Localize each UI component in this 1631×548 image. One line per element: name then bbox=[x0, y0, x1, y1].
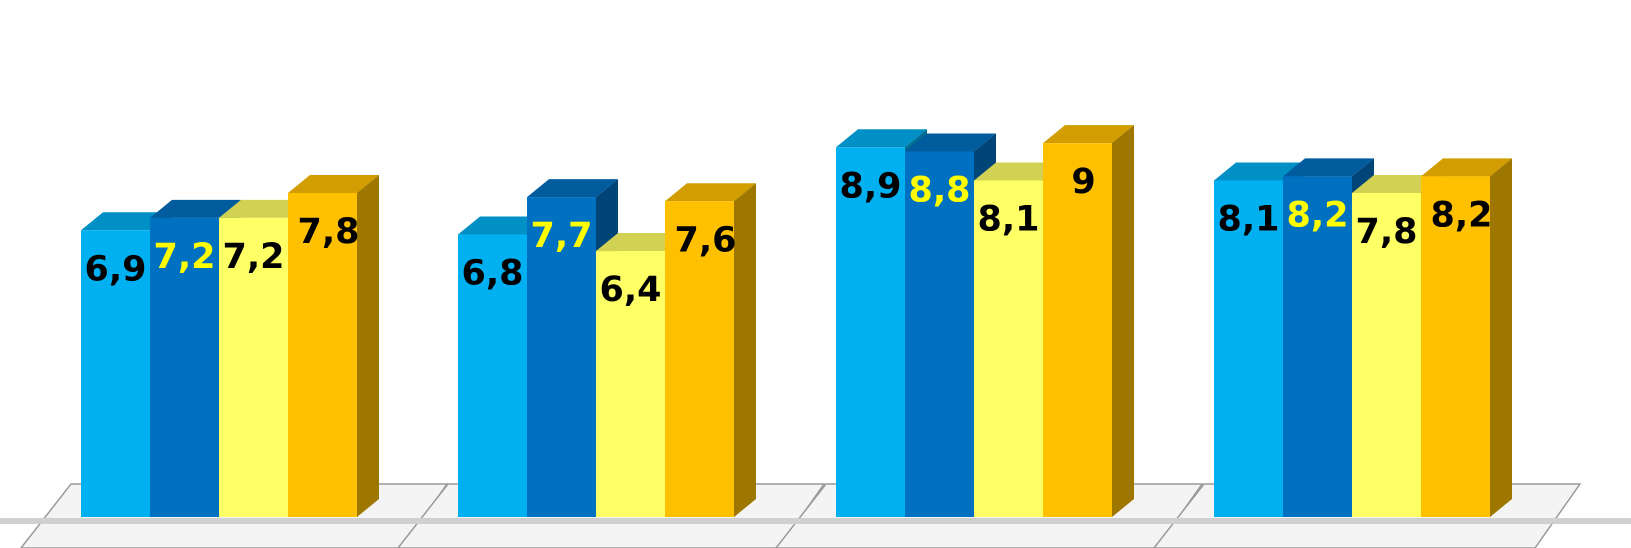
bar-top-2-2 bbox=[527, 179, 618, 198]
data-label-4-2: 8,2 bbox=[1286, 195, 1348, 235]
bar-top-3-1 bbox=[836, 129, 927, 148]
bar-side-1-4 bbox=[357, 174, 379, 517]
data-label-1-4: 7,8 bbox=[297, 212, 359, 252]
bar-2-2 bbox=[527, 197, 596, 517]
bar-top-2-4 bbox=[665, 183, 756, 202]
bar-1-3 bbox=[219, 217, 288, 517]
bar-top-3-2 bbox=[905, 133, 996, 152]
data-label-2-4: 7,6 bbox=[674, 220, 736, 260]
data-label-4-3: 7,8 bbox=[1355, 212, 1417, 252]
bar-top-4-2 bbox=[1283, 158, 1374, 177]
data-label-1-2: 7,2 bbox=[153, 237, 215, 277]
bar-4-1 bbox=[1214, 180, 1283, 517]
bar-4-2 bbox=[1283, 176, 1352, 517]
bar-3-3 bbox=[974, 180, 1043, 517]
bar-3-2 bbox=[905, 151, 974, 517]
bar-1-2 bbox=[150, 217, 219, 517]
bar-group-1-series-4 bbox=[288, 174, 379, 517]
data-label-4-1: 8,1 bbox=[1217, 200, 1279, 240]
bar-group-4-series-4 bbox=[1421, 158, 1512, 517]
bar-side-4-4 bbox=[1490, 158, 1512, 517]
bars-layer bbox=[81, 125, 1512, 518]
data-label-2-1: 6,8 bbox=[461, 253, 523, 293]
bar-4-4 bbox=[1421, 176, 1490, 517]
bar-top-1-1 bbox=[81, 212, 172, 231]
bar-2-4 bbox=[665, 201, 734, 517]
data-label-3-3: 8,1 bbox=[977, 200, 1039, 240]
bar-top-2-1 bbox=[458, 216, 549, 235]
data-label-4-4: 8,2 bbox=[1430, 195, 1492, 235]
bar-side-3-4 bbox=[1112, 125, 1134, 518]
bar-top-1-3 bbox=[219, 199, 310, 218]
data-label-2-2: 7,7 bbox=[530, 216, 592, 256]
bar-2-3 bbox=[596, 251, 665, 518]
data-label-1-1: 6,9 bbox=[84, 249, 146, 289]
bar-group-2-series-4 bbox=[665, 183, 756, 517]
bar-top-3-4 bbox=[1043, 125, 1134, 144]
bar-group-3-series-4 bbox=[1043, 125, 1134, 518]
bar-top-4-4 bbox=[1421, 158, 1512, 177]
data-label-2-3: 6,4 bbox=[599, 270, 661, 310]
data-label-3-2: 8,8 bbox=[908, 170, 970, 210]
data-label-1-3: 7,2 bbox=[222, 237, 284, 277]
bar-top-2-3 bbox=[596, 233, 687, 252]
bar-top-1-2 bbox=[150, 199, 241, 218]
data-label-3-4: 9 bbox=[1071, 162, 1095, 202]
bar-top-4-3 bbox=[1352, 174, 1443, 193]
bar-1-1 bbox=[81, 230, 150, 518]
bar-4-3 bbox=[1352, 192, 1421, 517]
bar-top-3-3 bbox=[974, 162, 1065, 181]
bar-top-4-1 bbox=[1214, 162, 1305, 181]
bar-2-1 bbox=[458, 234, 527, 517]
data-label-3-1: 8,9 bbox=[839, 166, 901, 206]
bar-top-1-4 bbox=[288, 174, 379, 193]
bar-side-2-4 bbox=[734, 183, 756, 517]
data-labels-layer: 6,9 7,2 7,27,86,87,76,47,68,9 8,88,198,1 8,2… bbox=[84, 162, 1492, 310]
bar-1-4 bbox=[288, 192, 357, 517]
bar-3-4 bbox=[1043, 143, 1112, 517]
bar-3-1 bbox=[836, 147, 905, 518]
